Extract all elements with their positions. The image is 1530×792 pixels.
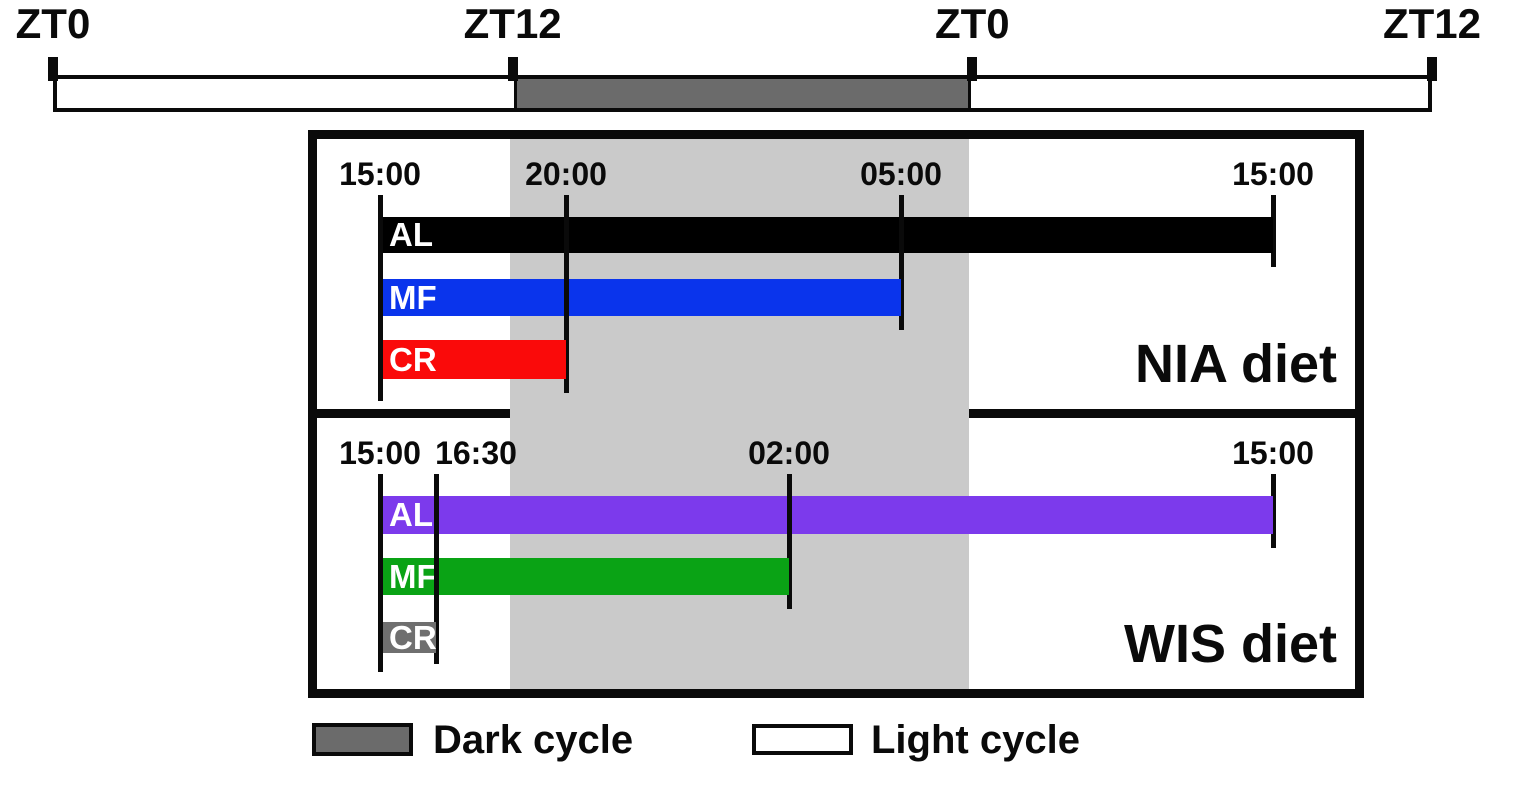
- time-tick-label: 16:30: [435, 435, 517, 471]
- schedule-bar-mf: MF: [380, 279, 901, 316]
- time-tick-line: [1271, 195, 1276, 267]
- panel-title-nia: NIA diet: [1135, 334, 1337, 394]
- zt-tick-mark: [967, 57, 978, 81]
- diet-panels-box: NIA diet 15:00 20:00 05:00 15:00 AL MF CR WIS …: [308, 130, 1364, 698]
- time-tick-label: 15:00: [1232, 435, 1314, 471]
- time-tick-line: [1271, 474, 1276, 548]
- schedule-bar-cr: CR: [380, 622, 436, 653]
- time-tick-label: 15:00: [339, 435, 421, 471]
- time-tick-line: [378, 474, 383, 672]
- panel-nia-diet: NIA diet 15:00 20:00 05:00 15:00 AL MF CR: [317, 139, 1355, 409]
- time-tick-label: 15:00: [339, 156, 421, 192]
- legend-light-cycle-label: Light cycle: [871, 718, 1080, 762]
- zt-tick-label: ZT0: [934, 0, 1010, 47]
- time-tick-label: 20:00: [525, 156, 607, 192]
- legend-dark-cycle-label: Dark cycle: [433, 718, 634, 762]
- zt-tick-mark: [507, 57, 518, 81]
- schedule-bar-mf: MF: [380, 558, 789, 595]
- zt-tick-label: ZT12: [463, 0, 562, 47]
- panel-title-wis: WIS diet: [1124, 614, 1337, 674]
- time-tick-line: [899, 195, 904, 330]
- schedule-bar-cr: CR: [380, 340, 566, 379]
- zt-tick-label: ZT0: [15, 0, 91, 47]
- legend-dark-cycle-swatch: [312, 723, 413, 756]
- time-tick-label: 05:00: [860, 156, 942, 192]
- zt-tick-mark: [1427, 57, 1437, 81]
- time-tick-line: [378, 195, 383, 401]
- time-tick-line: [787, 474, 792, 609]
- time-tick-label: 02:00: [748, 435, 830, 471]
- time-tick-line: [564, 195, 569, 393]
- zt-timeline-bar: [53, 75, 1432, 112]
- zt-tick-mark: [48, 57, 58, 81]
- time-tick-line: [434, 474, 439, 664]
- zt-dark-segment: [514, 79, 971, 108]
- schedule-bar-al: AL: [380, 217, 1273, 253]
- zt-tick-label: ZT12: [1382, 0, 1482, 47]
- schedule-bar-al: AL: [380, 496, 1273, 534]
- time-tick-label: 15:00: [1232, 156, 1314, 192]
- legend-light-cycle-swatch: [752, 724, 853, 755]
